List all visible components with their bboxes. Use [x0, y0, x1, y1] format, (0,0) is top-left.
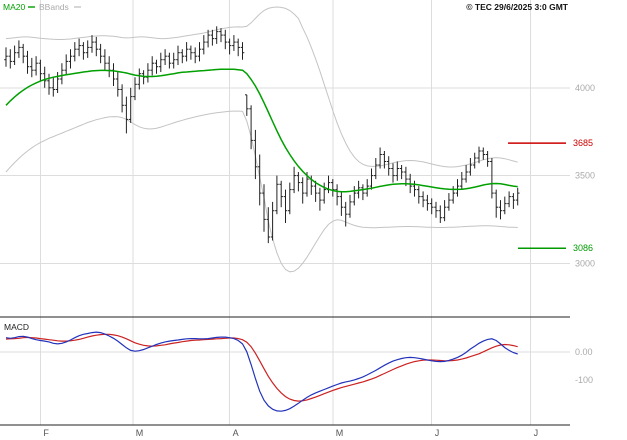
- month-label: J: [534, 428, 539, 438]
- ohlc-bars-group: [4, 26, 520, 244]
- bbands-legend-label: BBands: [39, 2, 69, 12]
- macd-tick-label: 0.00: [575, 347, 593, 357]
- macd-tick-label: -100: [575, 375, 593, 385]
- bollinger-upper-band: [5, 6, 518, 168]
- ma20-line: [5, 68, 518, 193]
- ma20-legend-label: MA20: [3, 2, 25, 12]
- price-tick-label: 4000: [575, 83, 595, 93]
- month-label: M: [336, 428, 344, 438]
- ma20-group: [5, 68, 518, 193]
- copyright-text: © TEC 29/6/2025 3:0 GMT: [466, 2, 569, 12]
- bollinger-lower-band: [5, 110, 518, 273]
- price-tick-label: 3000: [575, 258, 595, 268]
- macd-line: [5, 331, 518, 412]
- month-label: M: [136, 428, 144, 438]
- price-level-label: 3086: [573, 243, 593, 253]
- month-label: A: [233, 428, 239, 438]
- bollinger-bands-group: [5, 6, 518, 273]
- price-level-label: 3685: [573, 138, 593, 148]
- price-levels-group: 3685 3086: [508, 138, 593, 253]
- axis-labels-group: 4000 3500 3000 0.00 -100 F M A M J J: [43, 83, 595, 438]
- month-label: J: [435, 428, 440, 438]
- macd-panel-label: MACD: [4, 322, 29, 332]
- macd-group: [5, 331, 518, 412]
- month-label: F: [43, 428, 49, 438]
- price-tick-label: 3500: [575, 171, 595, 181]
- macd-signal-line: [5, 333, 518, 402]
